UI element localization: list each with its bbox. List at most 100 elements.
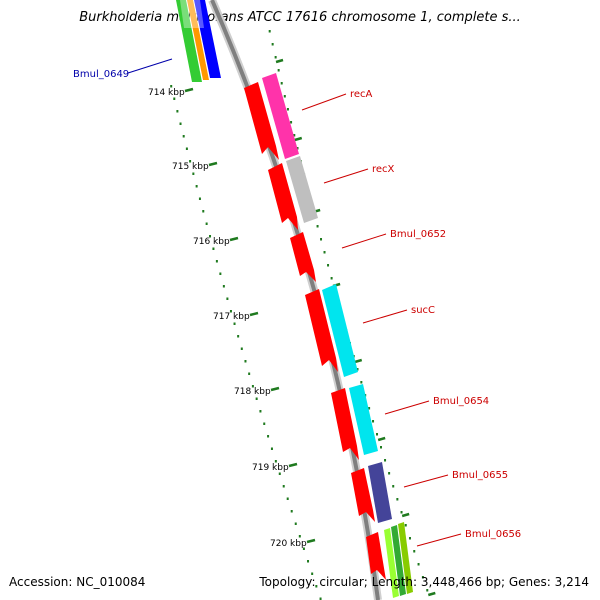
tick-mark [208,161,218,167]
ring-dot [182,135,185,138]
ring-dot [290,510,293,513]
tick-mark [229,236,239,242]
ring-dot [421,576,424,579]
ring-dot [296,147,299,150]
ring-dot [392,485,395,488]
gene-group-bmul-0649 [176,0,221,82]
ring-dot [185,147,188,150]
ring-dot [209,235,212,238]
ring-dot [192,172,195,175]
gene-leader-line [384,400,430,415]
cds-bars [262,73,413,598]
ring-dash [377,436,386,442]
gene-label[interactable]: sucC [411,305,435,316]
ring-dot [251,385,254,388]
gene-bar[interactable] [368,462,392,523]
ring-dot [202,210,205,213]
ring-dot [293,134,296,137]
ring-dash [401,512,410,518]
ring-dot [290,121,293,124]
gene-bar[interactable] [398,522,413,594]
gene-arrow[interactable] [366,532,386,580]
ring-dot [170,85,173,88]
ring-dot [240,347,243,350]
ring-dot [360,381,363,384]
gene-label[interactable]: Bmul_0649 [73,69,129,80]
tick-mark [288,462,298,468]
ring-dot [195,185,198,188]
gene-leader-line [341,233,387,249]
tick-labels: 714 kbp 715 kbp 716 kbp 717 kbp 718 kbp 719 k… [148,87,316,549]
gene-arrow[interactable] [268,163,298,230]
ring-dot [267,435,270,438]
gene-label[interactable]: recX [372,164,395,175]
gene-leader-line [323,168,369,184]
gene-leader-line [416,533,462,547]
ring-dot [229,310,232,313]
cds-arrows [244,82,386,580]
ring-dash [354,358,363,364]
tick-label: 715 kbp [172,162,209,172]
gene-feature[interactable] [176,0,202,82]
gene-arrow[interactable] [290,232,316,282]
gene-label[interactable]: Bmul_0656 [465,529,521,540]
gene-bar[interactable] [322,284,358,377]
tick-mark [270,386,280,392]
ring-dot [237,335,240,338]
ring-dash [427,591,436,597]
ring-dot [205,222,208,225]
gene-label[interactable]: recA [350,89,373,100]
ring-dot [372,420,375,423]
gene-feature[interactable] [180,0,204,28]
ring-dot [176,110,179,113]
ring-dot [388,472,391,475]
ring-dot [259,410,262,413]
gene-arrow[interactable] [305,289,338,372]
gene-bar[interactable] [349,384,378,455]
inner-dotted-ring [170,85,322,600]
gene-labels: Bmul_0649 recA recX Bmul_0652 sucC Bmul_0654 B… [73,58,521,547]
ring-dot [396,498,399,501]
gene-bar[interactable] [384,528,399,598]
gene-feature[interactable] [194,0,221,78]
gene-leader-line [403,474,449,488]
gene-label[interactable]: Bmul_0655 [452,470,508,481]
ring-dot [319,597,322,600]
gene-bar[interactable] [262,73,299,159]
ring-dot [380,446,383,449]
ring-dot [307,560,310,563]
gene-label[interactable]: Bmul_0654 [433,396,489,407]
gene-feature[interactable] [187,0,209,80]
ring-dot [413,550,416,553]
ring-dot [408,537,411,540]
ring-dot [286,497,289,500]
gene-arrow[interactable] [351,468,375,522]
tick-mark [306,538,316,544]
accession-label: Accession: NC_010084 [9,575,146,589]
ring-dot [294,522,297,525]
ring-dot [189,160,192,163]
ring-dot [233,322,236,325]
ring-dot [255,397,258,400]
ring-dot [404,524,407,527]
gene-bar[interactable] [286,156,318,223]
tick-label: 718 kbp [234,387,271,397]
tick-label: 717 kbp [213,312,250,322]
ring-dot [277,69,280,72]
gene-bar[interactable] [391,525,406,596]
ring-dot [384,459,387,462]
ring-dot [268,30,271,33]
gene-arrow[interactable] [244,82,279,160]
ring-dot [330,277,333,280]
tick-label: 716 kbp [193,237,230,247]
ring-dash [275,58,284,64]
gene-arrow[interactable] [331,388,359,460]
ring-dot [311,572,314,575]
gene-label[interactable]: Bmul_0652 [390,229,446,240]
ring-dot [327,264,330,267]
ring-dot [280,82,283,85]
ring-dot [316,225,319,228]
ring-dot [179,122,182,125]
ring-dot [283,95,286,98]
